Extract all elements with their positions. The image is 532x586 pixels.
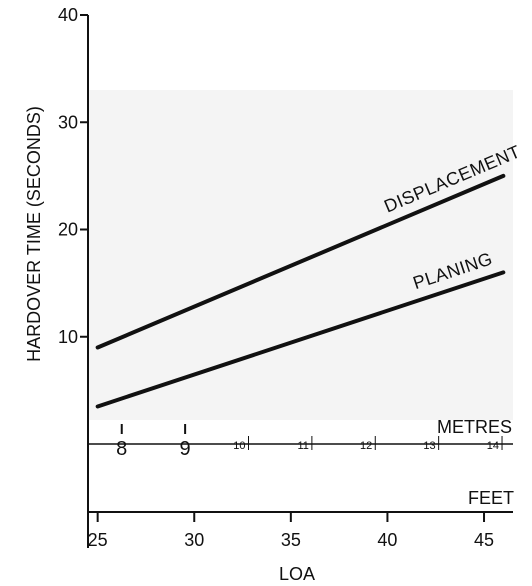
- metre-tick-label: 11: [297, 440, 308, 452]
- y-tick-label: 40: [58, 5, 78, 25]
- y-ticks: 10 20 30 40: [58, 5, 88, 347]
- y-tick-label: 20: [58, 220, 78, 240]
- metre-tick-label: 10: [233, 440, 245, 452]
- y-axis-title: HARDOVER TIME (SECONDS): [24, 106, 44, 362]
- x-axis-title: LOA: [279, 564, 315, 584]
- metre-tick-label: 12: [360, 440, 372, 452]
- metres-unit-label: METRES: [437, 417, 512, 437]
- metre-tick-label: 13: [423, 440, 435, 452]
- x-tick-label: 25: [88, 530, 108, 550]
- metre-tick-label: 14: [487, 440, 499, 452]
- y-tick-label: 10: [58, 327, 78, 347]
- series-line-displacement: [95, 173, 506, 350]
- x-ticks: 25 30 35 40 45: [88, 512, 494, 550]
- metre-ticks: 8 9 10 11 12 13 14: [116, 424, 503, 460]
- axes: [87, 15, 513, 548]
- y-tick-label: 30: [58, 112, 78, 132]
- feet-unit-label: FEET: [468, 488, 514, 508]
- x-tick-label: 45: [474, 530, 494, 550]
- x-tick-label: 30: [184, 530, 204, 550]
- x-tick-label: 40: [377, 530, 397, 550]
- x-tick-label: 35: [281, 530, 301, 550]
- series-line-planing: [95, 270, 506, 409]
- plot-background: [88, 90, 513, 420]
- metre-tick-label: 8: [116, 438, 127, 460]
- metre-tick-label: 9: [180, 438, 191, 460]
